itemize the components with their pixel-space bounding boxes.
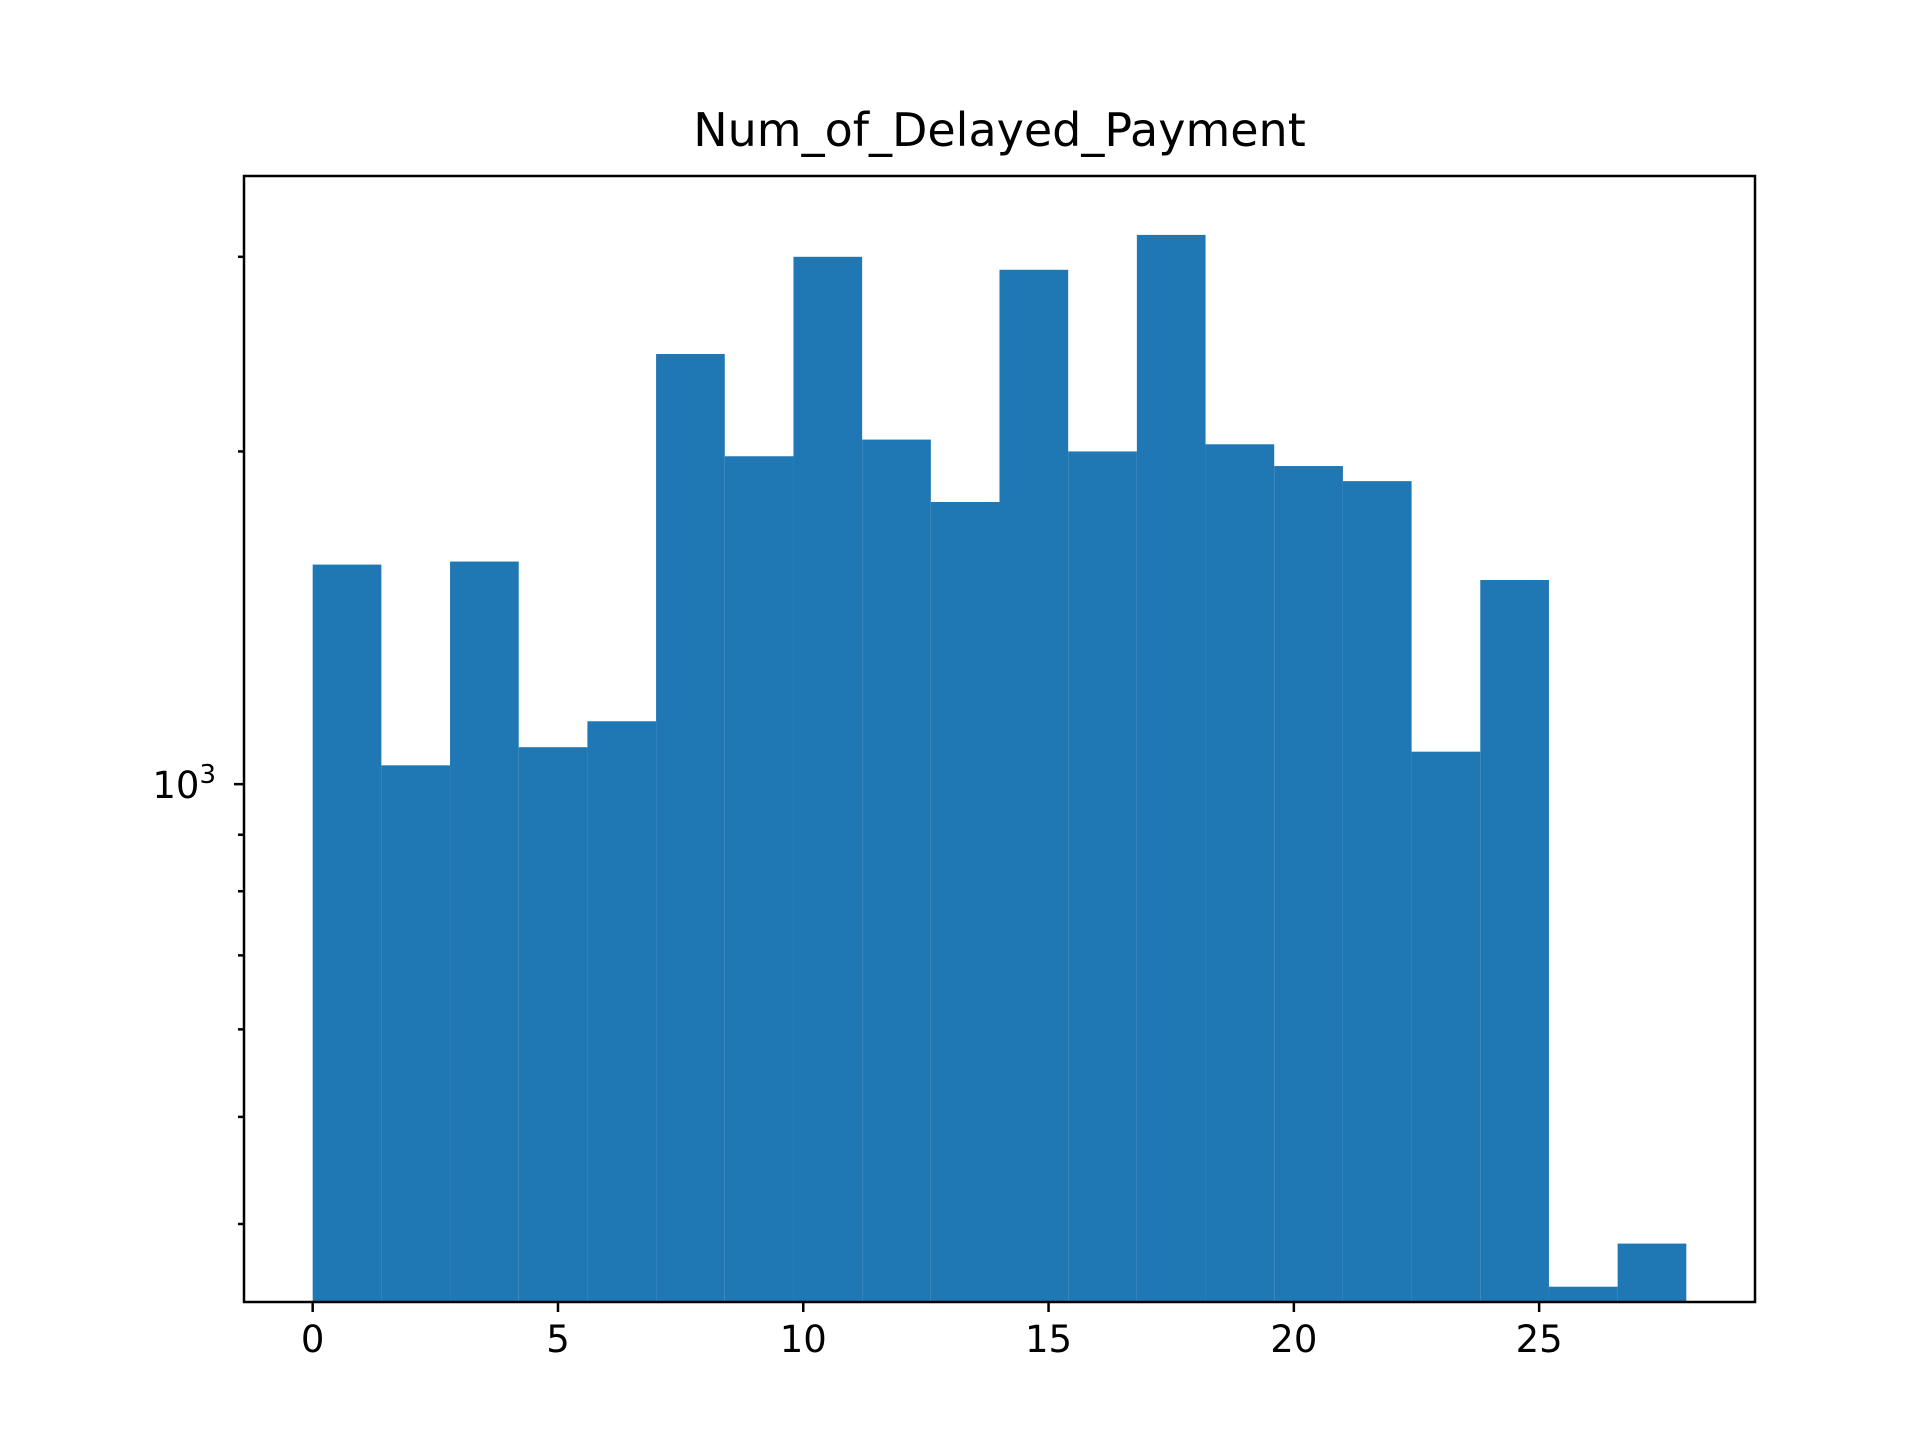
y-axis: 103 [152, 255, 244, 1226]
histogram-bar [1411, 751, 1481, 1302]
histogram-bar [1205, 444, 1275, 1302]
x-tick-label: 15 [1025, 1318, 1072, 1361]
histogram-bar [1136, 234, 1206, 1303]
histogram-bar [793, 256, 863, 1302]
histogram-bar [587, 721, 657, 1302]
x-axis: 0 5 10 15 20 25 [301, 1302, 1563, 1361]
y-tick-label: 103 [152, 760, 216, 807]
histogram-bar [724, 456, 794, 1302]
plot-frame [242, 174, 1757, 1304]
histogram-bar [450, 561, 519, 1302]
chart-title: Num_of_Delayed_Payment [693, 103, 1306, 157]
histogram-bar [656, 354, 725, 1302]
x-tick-label: 10 [780, 1318, 827, 1361]
histogram-bar [1342, 481, 1412, 1302]
x-tick-label: 0 [301, 1318, 325, 1361]
histogram-bar [862, 439, 931, 1302]
histogram-bar [1274, 466, 1343, 1302]
histogram-bar [1617, 1243, 1687, 1302]
x-tick-label: 20 [1270, 1318, 1317, 1361]
histogram-bar [930, 502, 1000, 1302]
histogram-bar [518, 747, 588, 1302]
histogram-bar [1068, 451, 1137, 1303]
x-tick-label: 5 [546, 1318, 570, 1361]
bars-group [312, 234, 1687, 1303]
histogram-bar [312, 564, 382, 1302]
histogram-bar [1548, 1286, 1618, 1302]
histogram-bar [999, 269, 1069, 1303]
histogram-bar [1480, 580, 1549, 1302]
histogram-bar [381, 765, 451, 1302]
x-tick-label: 25 [1516, 1318, 1563, 1361]
